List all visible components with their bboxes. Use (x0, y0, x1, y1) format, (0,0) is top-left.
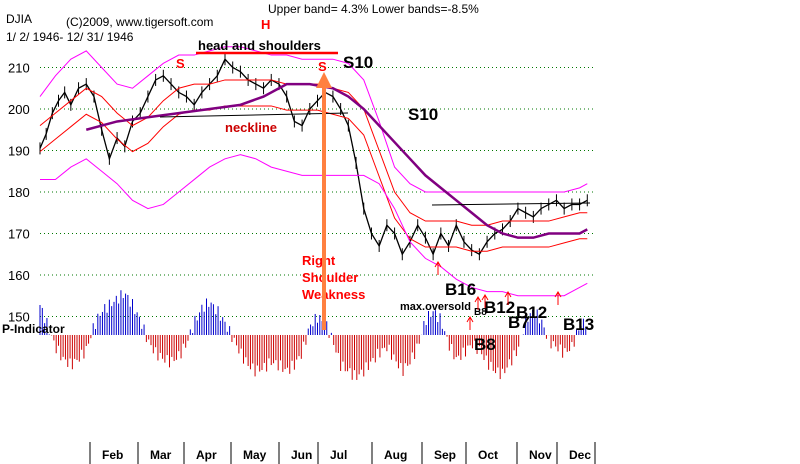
buy-arrowhead (554, 291, 562, 298)
annotations: head and shoulders H S S S10 S10 neckline Right… (159, 17, 594, 354)
annotation-label: head and shoulders (198, 38, 321, 53)
annotation-label: B12 (516, 303, 547, 322)
annotation-label: max.oversold (400, 301, 471, 313)
annotation-label: B8 (474, 335, 496, 354)
month-label: Jun (291, 448, 312, 462)
buy-arrowhead (504, 291, 512, 298)
y-tick-label: 190 (8, 144, 30, 159)
month-label: Mar (150, 448, 172, 462)
month-label: Dec (569, 448, 591, 462)
annotation-label: H (261, 17, 270, 32)
series-upper-band (39, 46, 588, 193)
month-label: Jul (330, 448, 347, 462)
month-axis-bg (0, 437, 800, 464)
annotation-label: B16 (445, 280, 476, 299)
annotation-label: B13 (563, 315, 594, 334)
annotation-label: neckline (225, 120, 277, 135)
annotation-label: S (176, 56, 185, 71)
y-tick-label: 180 (8, 185, 30, 200)
price-series (39, 46, 588, 297)
series-inner-lower-band (39, 105, 588, 252)
y-tick-label: 160 (8, 268, 30, 283)
p-indicator-bars: P-Indicator (2, 290, 587, 380)
y-tick-label: 200 (8, 102, 30, 117)
annotation-label: S (318, 59, 327, 74)
y-tick-label: 210 (8, 61, 30, 76)
date-range: 1/ 2/ 1946- 12/ 31/ 1946 (6, 30, 134, 44)
buy-arrowhead (434, 261, 442, 268)
month-label: Sep (434, 448, 456, 462)
series-middle-line (39, 79, 588, 226)
y-tick-label: 170 (8, 227, 30, 242)
right-shoulder-arrowhead (316, 72, 332, 88)
month-label: Feb (102, 448, 123, 462)
month-label: Oct (478, 448, 498, 462)
annotation-label: Weakness (302, 287, 365, 302)
annotation-label: S10 (408, 105, 438, 124)
buy-arrowhead (481, 294, 489, 301)
bands-info: Upper band= 4.3% Lower bands=-8.5% (268, 2, 479, 16)
series-lower-band (40, 154, 588, 297)
buy-arrowhead (466, 316, 474, 323)
x-axis-months: Feb Mar Apr May Jun Jul Aug Sep Oct Nov Dec (0, 437, 800, 464)
y-axis-ticks: 150 160 170 180 190 200 210 (8, 61, 30, 325)
buy-arrowhead (474, 296, 482, 303)
series-djia (39, 58, 588, 256)
month-label: Aug (384, 448, 407, 462)
series-moving-average (85, 82, 588, 239)
neckline-line (159, 112, 349, 118)
annotation-label: Shoulder (302, 270, 358, 285)
chart-symbol: DJIA (6, 12, 33, 26)
copyright-text: (C)2009, www.tigersoft.com (66, 15, 214, 29)
annotation-label: B7 (508, 313, 530, 332)
month-label: May (243, 448, 267, 462)
month-label: Apr (196, 448, 217, 462)
annotation-label: B12 (484, 298, 515, 317)
p-indicator-label: P-Indicator (2, 322, 65, 336)
month-label: Nov (529, 448, 552, 462)
annotation-label: S10 (343, 53, 373, 72)
annotation-label: B8 (474, 307, 487, 318)
y-tick-label: 150 (8, 310, 30, 325)
annotation-label: Right (302, 253, 336, 268)
resistance-line (431, 202, 591, 206)
